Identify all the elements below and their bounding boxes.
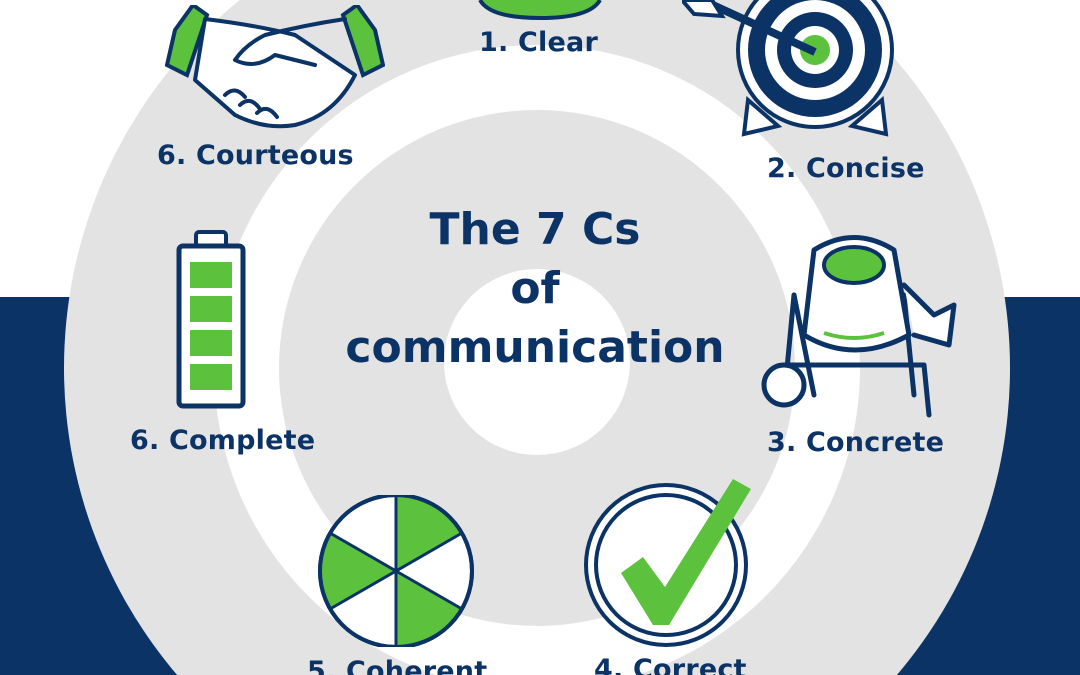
title-line-3: communication	[345, 322, 725, 373]
label-coherent: 5. Coherent	[307, 656, 488, 675]
title-line-2: of	[510, 263, 560, 314]
target-icon	[682, 0, 894, 137]
cement-mixer-icon	[761, 235, 957, 418]
label-concrete: 3. Concrete	[767, 427, 945, 458]
label-correct: 4. Correct	[594, 654, 747, 675]
label-courteous: 6. Courteous	[157, 140, 354, 171]
label-clear: 1. Clear	[479, 27, 598, 58]
checkmark-icon	[584, 479, 751, 647]
battery-icon	[176, 230, 246, 409]
center-white-disc	[444, 269, 630, 455]
label-complete: 6. Complete	[130, 425, 316, 456]
puzzle-icon	[318, 495, 474, 647]
label-concise: 2. Concise	[767, 153, 925, 184]
title-line-1: The 7 Cs	[429, 204, 641, 255]
clear-icon	[478, 0, 602, 21]
handshake-icon	[165, 5, 385, 129]
diagram-title: The 7 Cs of communication	[330, 200, 740, 377]
